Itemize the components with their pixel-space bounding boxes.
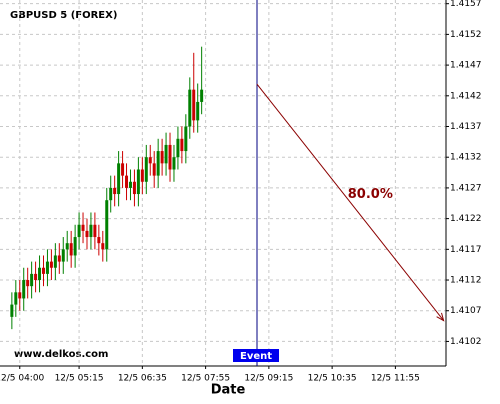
candle-body [34,273,38,281]
candle-body [65,243,69,250]
x-tick-label: 12/5 04:00 [0,374,45,384]
candle-body [121,163,125,176]
candle-body [57,255,61,262]
candle-body [144,157,148,182]
candle-body [125,175,129,188]
watermark: www.delkos.com [14,349,108,360]
candle-body [140,169,144,182]
candle-body [164,144,168,164]
candle-body [30,273,34,287]
y-tick-label: 1.4102 [450,337,482,347]
y-tick-label: 1.4122 [450,214,482,224]
x-tick-label: 12/5 10:35 [308,374,357,384]
x-tick-label: 12/5 11:55 [371,374,420,384]
y-tick-label: 1.4152 [450,30,482,40]
candle-body [196,101,200,121]
candle-body [73,237,77,256]
candle-body [77,224,81,238]
x-tick-label: 12/5 06:35 [118,374,167,384]
candle-body [97,237,101,244]
candle-body [93,224,97,238]
candle-body [148,157,152,164]
y-tick-label: 1.4112 [450,276,482,286]
candle-body [160,151,164,164]
event-label: Event [240,351,272,362]
candle-body [156,151,160,176]
candle-body [117,163,121,195]
x-axis-label: Date [211,383,246,398]
candle-body [85,230,89,238]
x-tick-label: 12/5 05:15 [55,374,104,384]
candle-body [105,200,109,250]
x-tick-label: 12/5 07:55 [181,374,230,384]
candle-body [113,187,117,195]
event-badge [233,349,280,362]
candle-body [200,89,204,102]
x-tick-label: 12/5 09:15 [244,374,293,384]
candle-body [132,181,136,195]
candle-body [26,280,30,287]
candle-body [152,163,156,176]
candle-body [109,187,113,201]
candle-body [22,280,26,299]
candle-body [184,126,188,152]
candle-body [45,261,49,274]
candle-body [172,157,176,170]
candle-body [89,224,93,238]
candle-body [49,261,53,268]
candle-body [180,138,184,152]
candle-body [192,89,196,121]
candle-body [176,138,180,158]
y-tick-label: 1.4127 [450,183,482,193]
projection-arrow [256,83,445,321]
candle-body [38,267,42,281]
candle-body [14,292,18,305]
y-tick-label: 1.4132 [450,153,482,163]
y-tick-label: 1.4117 [450,245,482,255]
candle-body [61,249,65,262]
projection-label: 80.0% [348,187,393,202]
candle-body [168,144,172,170]
candle-body [136,169,140,195]
candle-body [128,181,132,188]
candle-body [41,267,45,274]
candle-body [81,224,85,231]
candle-body [69,243,73,256]
candle-body [53,255,57,268]
candle-body [18,292,22,299]
arrow-head [436,312,445,322]
candle-body [10,304,14,317]
y-tick-label: 1.4157 [450,0,482,9]
y-tick-label: 1.4107 [450,306,482,316]
candle-body [101,243,105,250]
candle-body [188,89,192,127]
y-tick-label: 1.4142 [450,91,482,101]
y-tick-label: 1.4137 [450,122,482,132]
chart-title: GBPUSD 5 (FOREX) [10,10,117,21]
y-tick-label: 1.4147 [450,61,482,71]
